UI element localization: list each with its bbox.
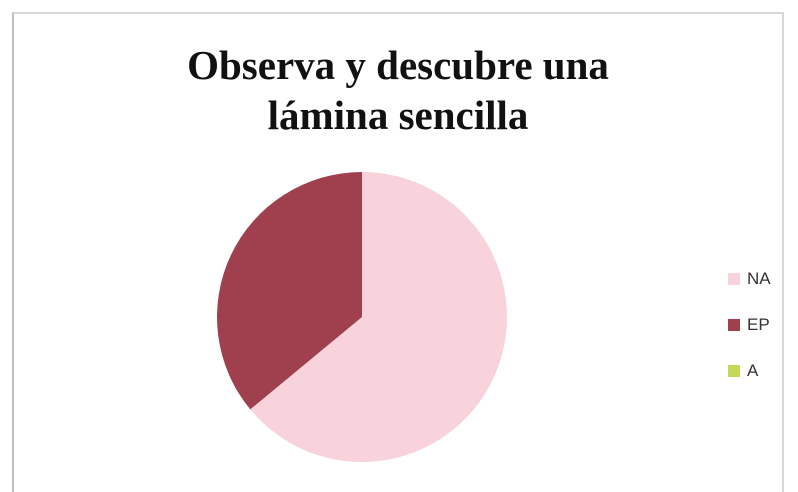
legend-item-ep: EP [728,302,771,348]
pie-slice-ep [217,172,362,410]
legend-label-na: NA [747,269,771,288]
legend-swatch-na [728,273,740,285]
legend-label-a: A [747,361,759,380]
legend-swatch-a [728,365,740,377]
chart-title: Observa y descubre una lámina sencilla [187,42,609,138]
legend-item-a: A [728,348,771,394]
legend-swatch-ep [728,319,740,331]
legend: NA EP A [728,256,771,394]
legend-item-na: NA [728,256,771,302]
pie-slice-na [250,171,508,462]
legend-label-ep: EP [747,315,770,334]
